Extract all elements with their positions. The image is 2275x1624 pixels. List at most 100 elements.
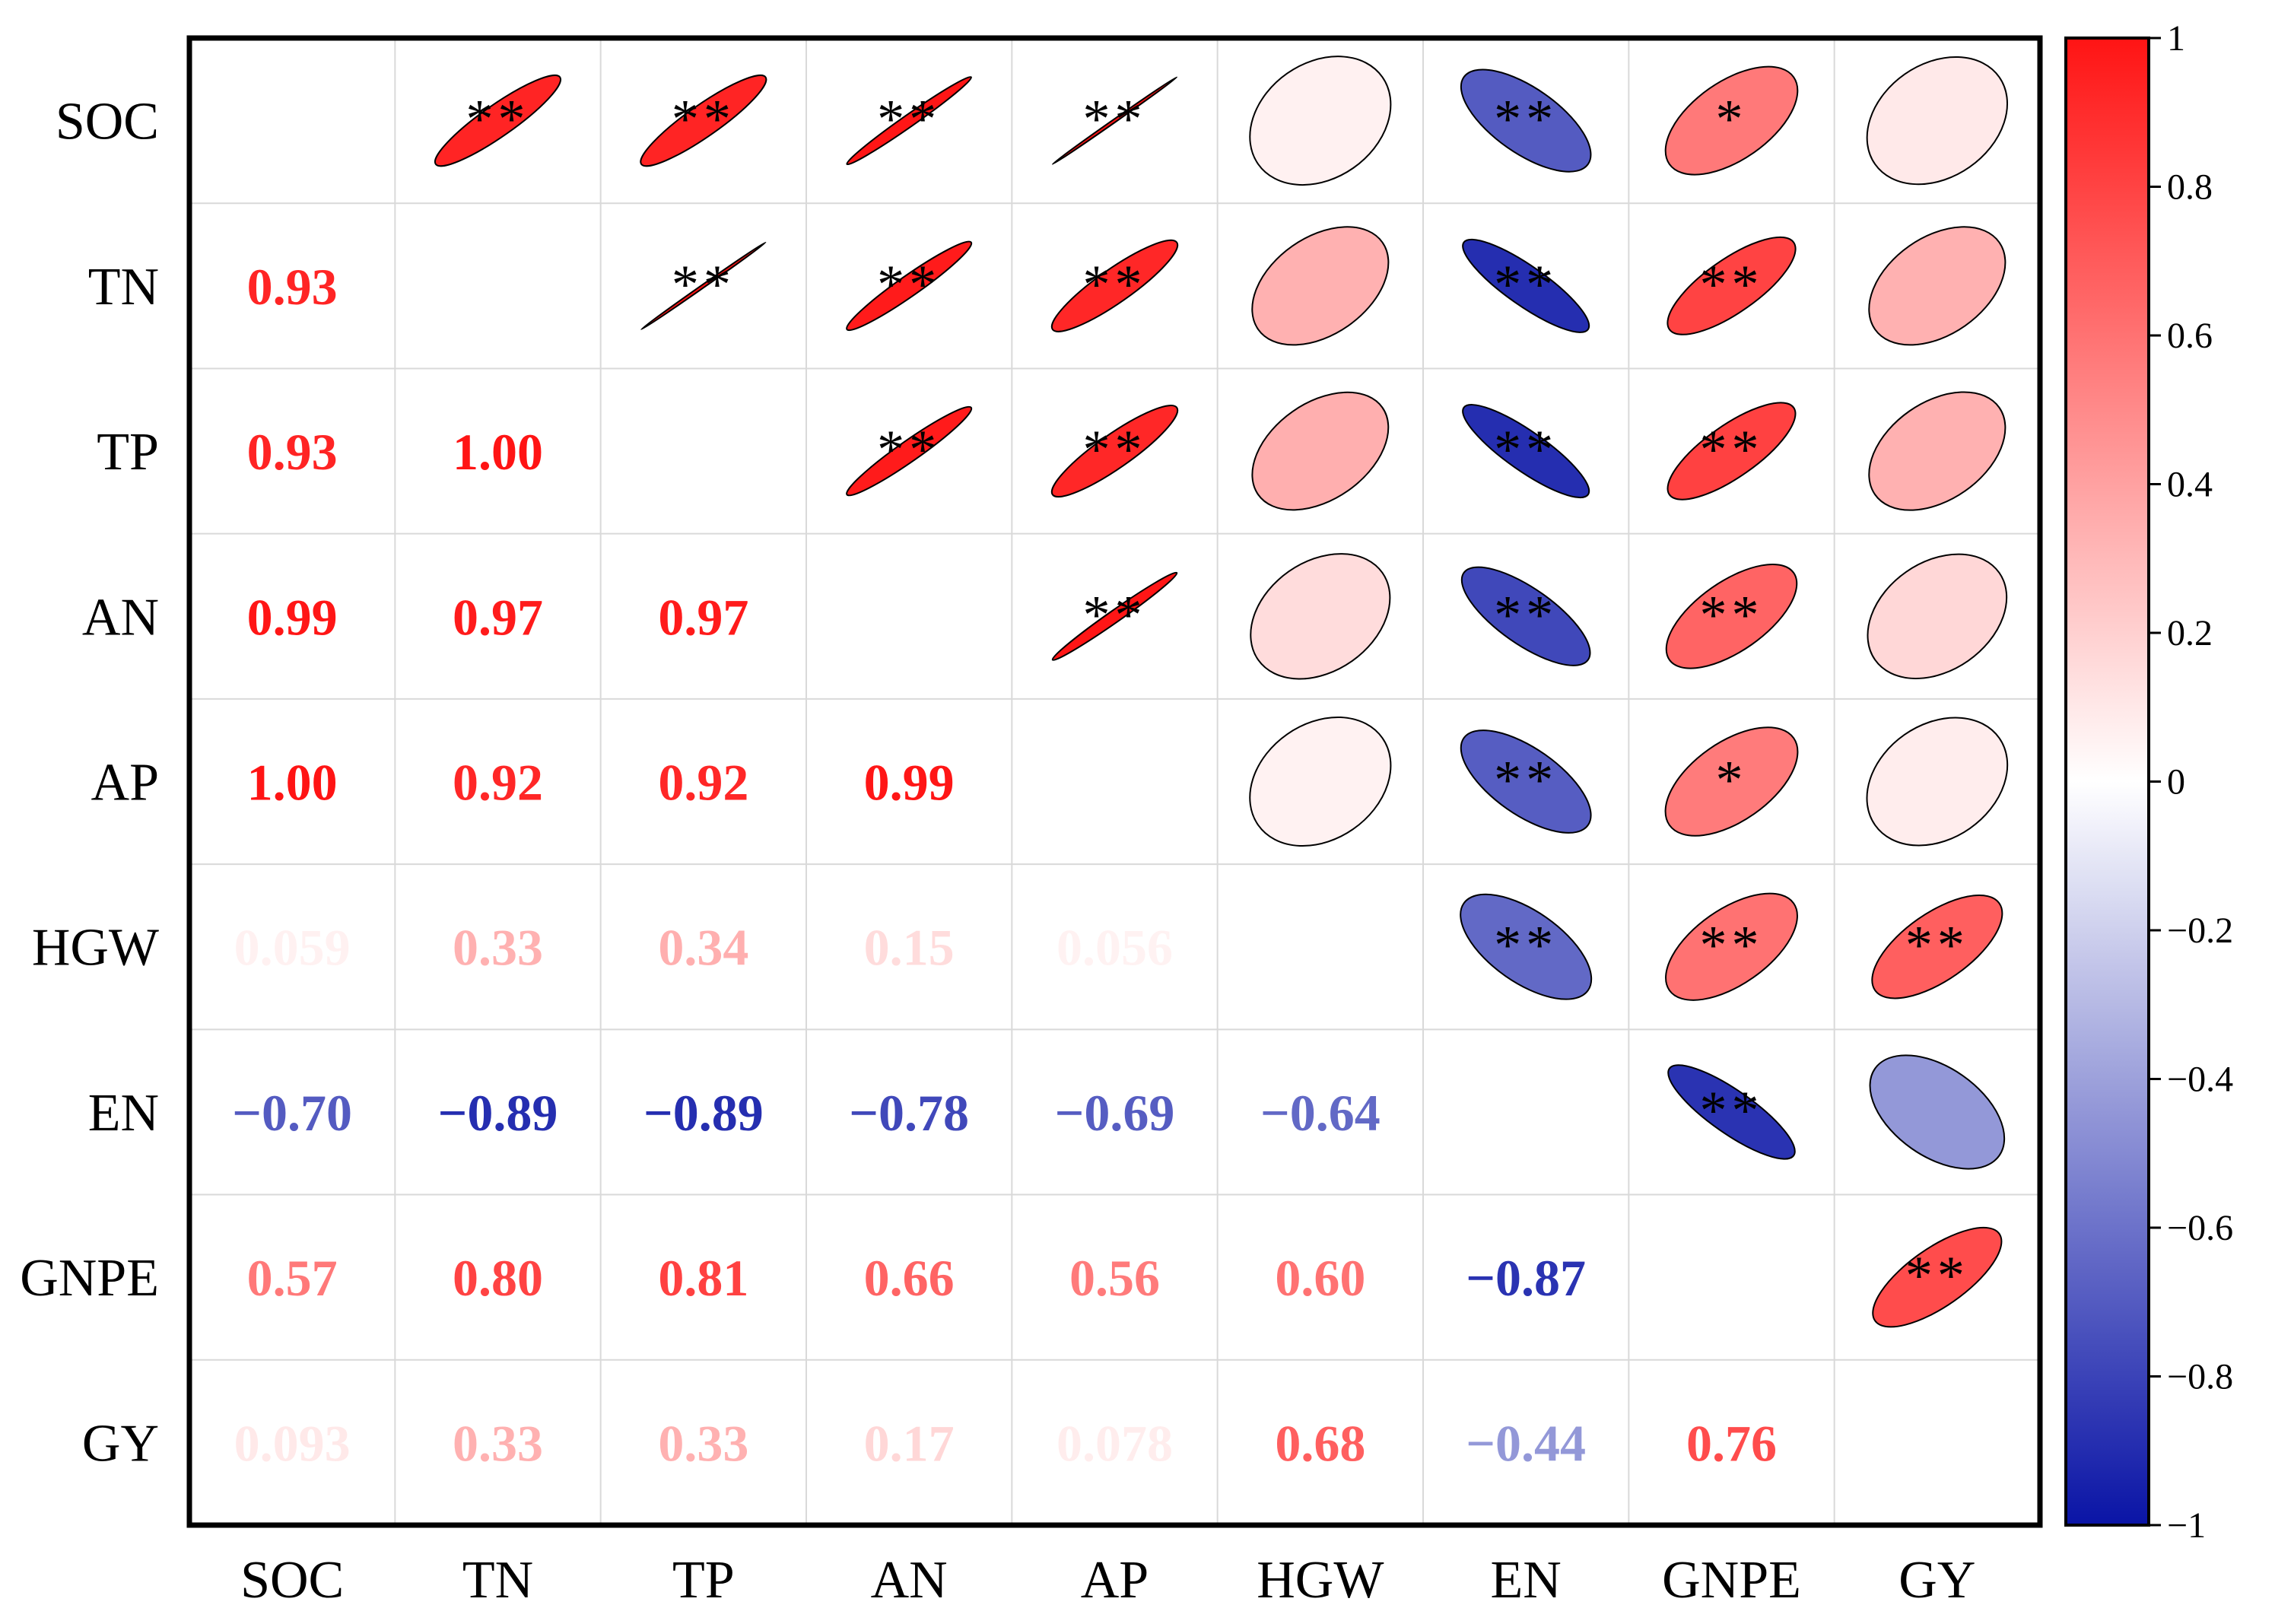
significance-tn-ap: ** (1083, 254, 1147, 315)
value-an-tp: 0.97 (658, 588, 748, 646)
value-hgw-ap: 0.056 (1056, 919, 1173, 977)
significance-tn-tp: ** (672, 254, 736, 315)
colorbar-tick-label: 0.2 (2167, 613, 2213, 653)
value-en-hgw: −0.64 (1260, 1084, 1381, 1142)
ellipse-an-gnpe (1665, 563, 1798, 669)
ellipse-soc-an (846, 76, 972, 166)
ellipse-tp-en (1462, 404, 1590, 499)
row-label-hgw: HGW (32, 919, 159, 977)
value-tp-tn: 1.00 (453, 423, 543, 481)
ellipse-soc-gnpe (1664, 65, 1799, 176)
significance-an-gnpe: ** (1700, 584, 1764, 645)
colorbar-tick-label: −1 (2167, 1505, 2206, 1546)
value-gnpe-en: −0.87 (1466, 1249, 1586, 1307)
value-gnpe-soc: 0.57 (247, 1249, 338, 1307)
ellipse-tn-tp (640, 241, 767, 331)
row-label-an: AN (82, 588, 159, 647)
ellipse-ap-hgw (1249, 716, 1392, 847)
value-ap-tn: 0.92 (453, 754, 543, 812)
significance-hgw-en: ** (1494, 915, 1558, 976)
value-en-ap: −0.69 (1055, 1084, 1175, 1142)
value-gnpe-hgw: 0.60 (1275, 1249, 1365, 1307)
significance-tp-en: ** (1494, 419, 1558, 480)
ellipse-hgw-gy (1871, 895, 2003, 1000)
ellipse-an-hgw (1250, 553, 1391, 680)
ellipse-ap-gnpe (1664, 726, 1799, 837)
row-axis-labels: SOC TN TP AN AP HGW EN GNPE GY (20, 93, 159, 1473)
column-label-gy: GY (1898, 1551, 1975, 1610)
column-axis-labels: SOC TN TP AN AP HGW EN GNPE GY (240, 1551, 1975, 1610)
colorbar-tick-label: −0.6 (2167, 1208, 2233, 1248)
row-label-gy: GY (82, 1414, 159, 1473)
colorbar-tick-label: 1 (2167, 18, 2185, 59)
value-en-soc: −0.70 (232, 1084, 352, 1142)
ellipse-tn-en (1462, 238, 1590, 333)
value-tn-soc: 0.93 (247, 258, 338, 316)
value-gnpe-an: 0.66 (864, 1249, 955, 1307)
colorbar-tick-label: 0 (2167, 762, 2185, 802)
ellipse-ap-gy (1866, 717, 2009, 847)
ellipse-an-gy (1867, 553, 2008, 679)
significance-soc-tp: ** (672, 89, 736, 150)
significance-soc-tn: ** (466, 89, 530, 150)
row-label-gnpe: GNPE (20, 1249, 159, 1308)
significance-soc-gnpe: * (1716, 89, 1748, 150)
value-tp-soc: 0.93 (247, 423, 338, 481)
value-hgw-tn: 0.33 (453, 919, 543, 977)
column-label-tn: TN (462, 1551, 533, 1610)
ellipse-tp-gnpe (1667, 402, 1797, 501)
colorbar-tick-label: 0.8 (2167, 167, 2213, 208)
value-hgw-an: 0.15 (864, 919, 955, 977)
significance-tn-gnpe: ** (1700, 254, 1764, 315)
row-label-soc: SOC (56, 93, 159, 151)
significance-gnpe-gy: ** (1905, 1245, 1969, 1306)
colorbar: 1 0.8 0.6 0.4 0.2 0 −0.2 −0.4 −0.6 −0.8 −1 (2064, 18, 2233, 1546)
value-gnpe-ap: 0.56 (1069, 1249, 1160, 1307)
value-gy-tn: 0.33 (453, 1414, 543, 1472)
value-ap-an: 0.99 (864, 754, 955, 812)
significance-hgw-gnpe: ** (1700, 915, 1764, 976)
column-label-en: EN (1491, 1551, 1562, 1610)
value-an-soc: 0.99 (247, 588, 338, 646)
column-label-ap: AP (1081, 1551, 1149, 1610)
value-gnpe-tp: 0.81 (658, 1249, 748, 1307)
colorbar-tick-label: 0.4 (2167, 465, 2213, 505)
column-label-hgw: HGW (1257, 1551, 1384, 1610)
ellipse-soc-tp (640, 74, 767, 167)
ellipse-tn-an (846, 240, 973, 332)
ellipse-tp-gy (1868, 391, 2007, 511)
colorbar-tick-label: −0.4 (2167, 1060, 2233, 1100)
column-label-tp: TP (672, 1551, 735, 1610)
ellipse-gnpe-gy (1872, 1226, 2003, 1328)
value-gy-tp: 0.33 (658, 1414, 748, 1472)
ellipse-tn-gnpe (1667, 236, 1797, 335)
significance-an-en: ** (1494, 584, 1558, 645)
value-hgw-soc: 0.059 (234, 919, 351, 977)
ellipse-tn-gy (1868, 226, 2007, 346)
significance-ap-gnpe: * (1716, 750, 1748, 811)
plot-frame (186, 35, 2043, 1528)
value-ap-soc: 1.00 (247, 754, 338, 812)
ellipse-soc-gy (1866, 56, 2009, 186)
ellipse-soc-ap (1051, 76, 1178, 165)
significance-tn-en: ** (1494, 254, 1558, 315)
ellipse-an-ap (1051, 571, 1178, 661)
significance-tp-ap: ** (1083, 419, 1147, 480)
ellipse-soc-en (1460, 68, 1592, 173)
column-label-soc: SOC (240, 1551, 344, 1610)
value-gy-soc: 0.093 (234, 1414, 351, 1472)
value-an-tn: 0.97 (453, 588, 543, 646)
value-gy-ap: 0.078 (1056, 1414, 1173, 1472)
ellipse-tn-ap (1050, 239, 1179, 332)
significance-an-ap: ** (1083, 584, 1147, 645)
ellipse-an-en (1460, 566, 1591, 666)
colorbar-tick-label: −0.8 (2167, 1357, 2233, 1397)
colorbar-tick-label: 0.6 (2167, 316, 2213, 356)
value-gy-en: −0.44 (1466, 1414, 1586, 1472)
significance-tp-an: ** (877, 419, 941, 480)
value-gy-an: 0.17 (864, 1414, 955, 1472)
significance-tp-gnpe: ** (1700, 419, 1764, 480)
significance-tn-an: ** (877, 254, 941, 315)
column-label-gnpe: GNPE (1662, 1551, 1801, 1610)
